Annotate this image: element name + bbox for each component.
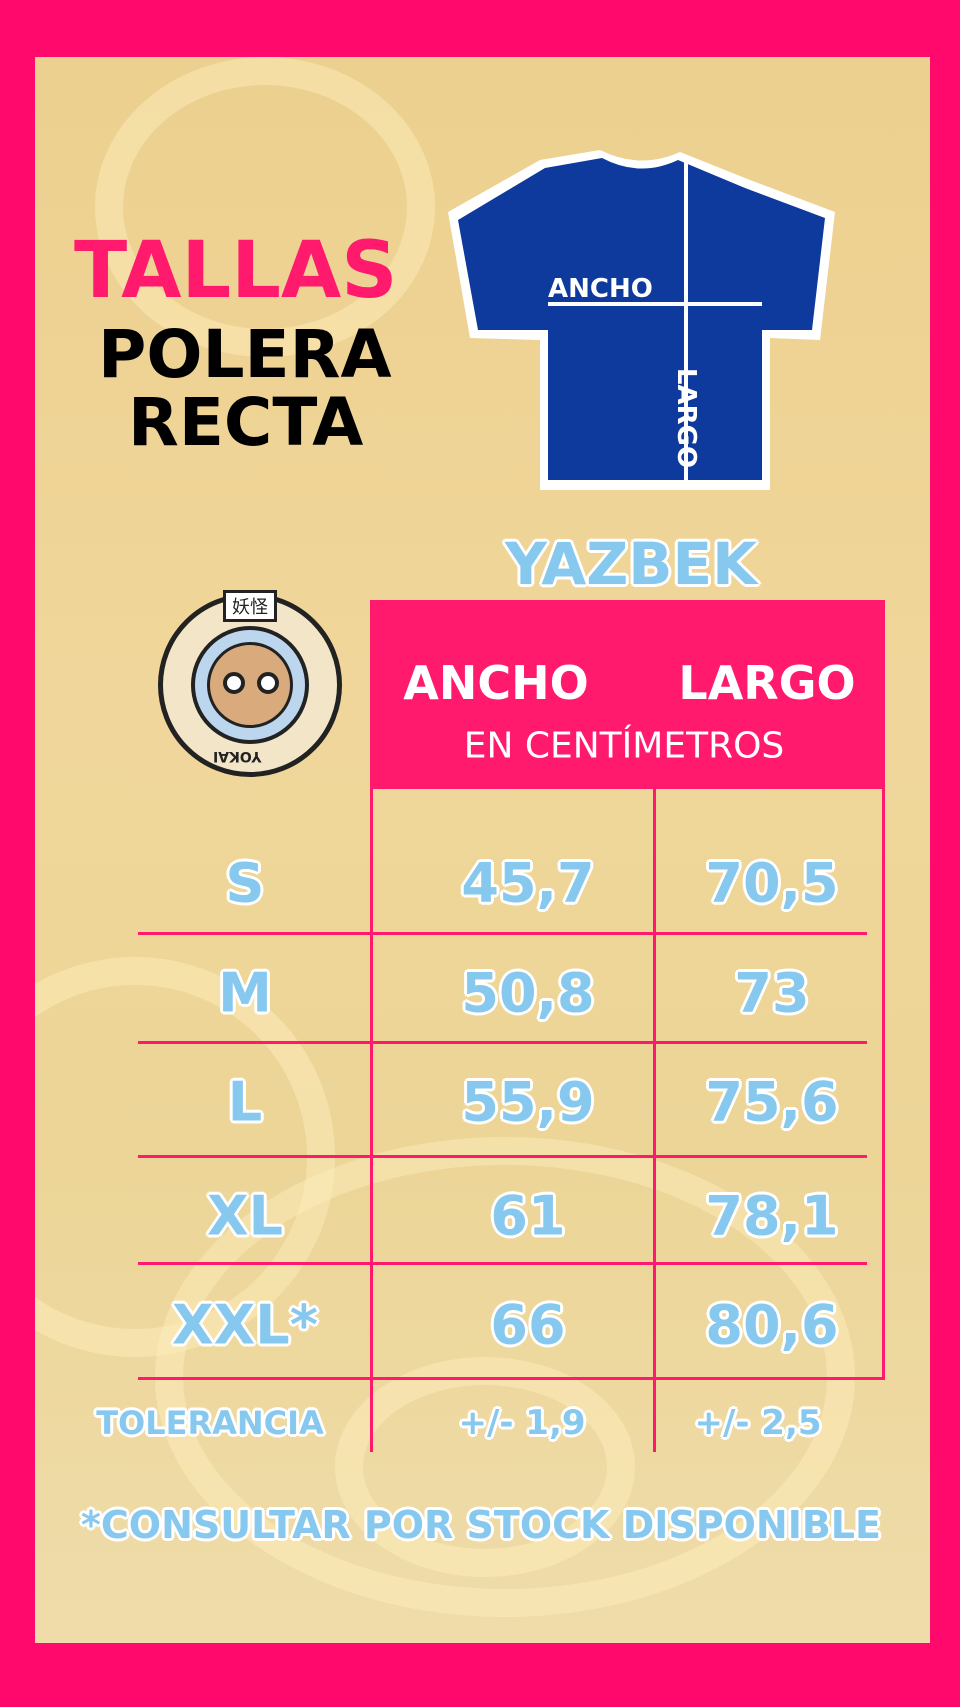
- size-label: S: [225, 851, 265, 915]
- column-header-ancho: ANCHO: [403, 656, 589, 710]
- ancho-value: 45,7: [461, 851, 595, 915]
- size-label: XXL*: [172, 1293, 318, 1357]
- table-header: [370, 600, 883, 789]
- table-divider: [882, 600, 885, 1377]
- size-label: M: [218, 961, 272, 1025]
- title-recta: RECTA: [128, 384, 364, 461]
- size-label: L: [227, 1070, 263, 1134]
- tshirt-diagram: [448, 150, 835, 490]
- size-label: XL: [206, 1184, 284, 1248]
- row-divider: [138, 932, 867, 935]
- largo-value: 70,5: [705, 851, 839, 915]
- largo-value: 78,1: [705, 1184, 839, 1248]
- table-divider: [653, 789, 656, 1452]
- tolerance-largo: +/- 2,5: [694, 1403, 822, 1443]
- title-polera: POLERA: [98, 316, 392, 393]
- unit-label: EN CENTÍMETROS: [463, 725, 785, 767]
- title-tallas: TALLAS: [74, 226, 398, 316]
- row-divider: [138, 1041, 867, 1044]
- yokai-logo: 妖怪 YOKAI: [158, 590, 342, 777]
- largo-value: 73: [734, 961, 810, 1025]
- largo-value: 75,6: [705, 1070, 839, 1134]
- shirt-ancho-label: ANCHO: [548, 274, 653, 304]
- ancho-value: 50,8: [461, 961, 595, 1025]
- ancho-value: 66: [490, 1293, 566, 1357]
- row-divider: [138, 1155, 867, 1158]
- column-header-largo: LARGO: [678, 656, 856, 710]
- row-divider: [138, 1377, 885, 1380]
- tolerance-label: TOLERANCIA: [96, 1404, 324, 1442]
- row-divider: [138, 1262, 867, 1265]
- ancho-value: 61: [490, 1184, 566, 1248]
- shirt-largo-label: LARGO: [671, 367, 701, 469]
- tolerance-ancho: +/- 1,9: [458, 1403, 586, 1443]
- largo-value: 80,6: [705, 1293, 839, 1357]
- brand-name: YAZBEK: [504, 530, 758, 598]
- table-divider: [370, 600, 373, 1452]
- ancho-value: 55,9: [461, 1070, 595, 1134]
- logo-text: YOKAI: [213, 748, 262, 764]
- logo-kanji: 妖怪: [223, 590, 277, 622]
- stock-footnote: *CONSULTAR POR STOCK DISPONIBLE: [81, 1503, 881, 1547]
